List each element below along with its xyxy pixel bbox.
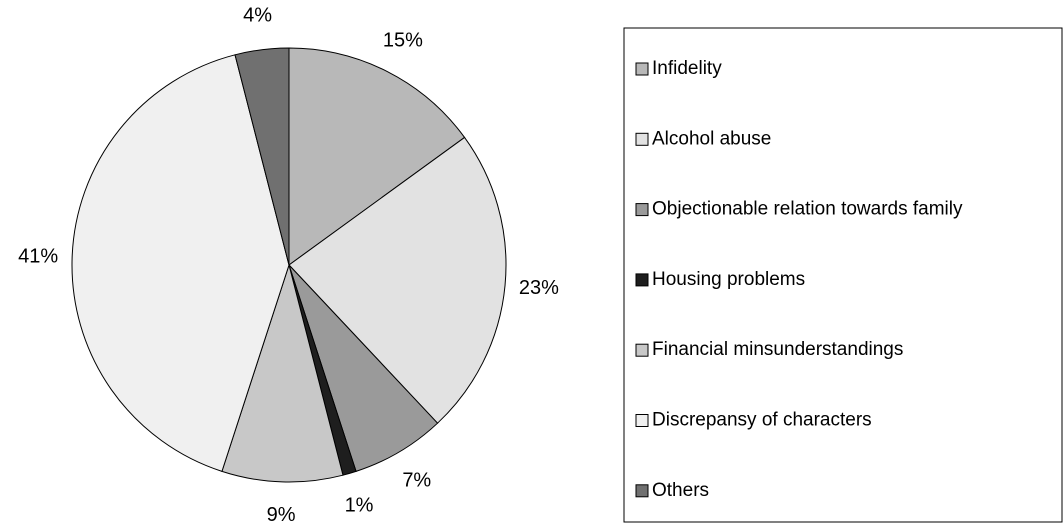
pie-slice	[288, 136, 507, 424]
legend: Infidelity Alcohol abuse Objectionable rel…	[635, 58, 963, 501]
legend-box	[623, 27, 1063, 523]
legend-label: Infidelity	[652, 58, 722, 79]
legend-swatch	[635, 132, 649, 146]
legend-label: Alcohol abuse	[652, 128, 771, 149]
pie-slice	[71, 54, 290, 473]
pie-slice	[234, 47, 290, 266]
data-label: 23%	[519, 277, 559, 299]
legend-label: Discrepansy of characters	[652, 410, 872, 431]
data-label: 1%	[345, 494, 374, 516]
legend-swatch	[635, 273, 649, 287]
legend-label: Housing problems	[652, 269, 805, 290]
data-label: 4%	[243, 4, 272, 26]
legend-swatch	[635, 62, 649, 76]
legend-swatch	[635, 484, 649, 498]
legend-swatch	[635, 343, 649, 357]
data-label: 15%	[383, 30, 423, 52]
legend-swatch	[635, 203, 649, 217]
legend-label: Objectionable relation towards family	[652, 199, 963, 220]
data-label: 9%	[267, 504, 296, 523]
legend-label: Financial minsunderstandings	[652, 339, 903, 360]
legend-swatch	[635, 414, 649, 427]
pie-slice	[221, 263, 344, 483]
legend-label: Others	[652, 480, 709, 501]
data-label: 7%	[402, 469, 431, 491]
pie-slice	[288, 47, 466, 266]
data-label: 41%	[18, 245, 58, 267]
